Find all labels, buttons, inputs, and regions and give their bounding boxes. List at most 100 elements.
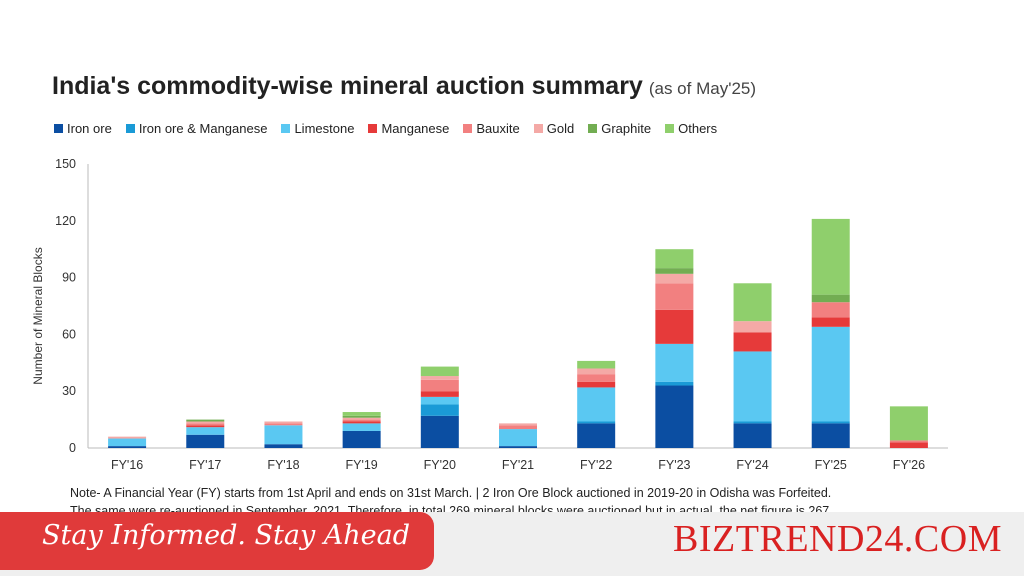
legend-label: Iron ore & Manganese [138, 121, 268, 136]
bar-segment [811, 421, 850, 424]
bar-segment [811, 317, 850, 327]
y-axis-label: Number of Mineral Blocks [31, 247, 45, 384]
tagline-banner [0, 512, 434, 570]
legend-item: Manganese [368, 121, 449, 136]
bar-segment [420, 396, 459, 405]
y-tick-label: 0 [69, 441, 76, 455]
bar-segment [655, 381, 694, 386]
bar-segment [420, 404, 459, 416]
legend-swatch [125, 124, 135, 133]
legend-swatch [665, 124, 675, 133]
bar-segment [264, 421, 303, 424]
bar-segment [811, 423, 850, 448]
bar-segment [577, 421, 616, 424]
legend-label: Limestone [294, 121, 355, 136]
bar-segment [264, 444, 303, 448]
legend-label: Manganese [381, 121, 450, 136]
stacked-bar-chart: 0 30 60 90 120 150 Number of Mineral Blocks FY'… [31, 157, 948, 472]
y-tick-label: 60 [62, 327, 76, 341]
legend-item: Others [665, 121, 717, 136]
x-tick-label: FY'21 [502, 458, 534, 472]
bar-segment [420, 379, 459, 392]
bar-segment [108, 438, 147, 447]
y-tick-label: 90 [62, 271, 76, 285]
bar-segment [577, 381, 616, 388]
bar-segment [889, 442, 928, 448]
bar-segment [342, 421, 381, 424]
x-tick-label: FY'16 [111, 458, 143, 472]
bar-segment [342, 412, 381, 416]
bar-segment [811, 302, 850, 318]
x-tick-label: FY'17 [189, 458, 221, 472]
x-tick-label: FY'20 [424, 458, 456, 472]
bar-segment [655, 309, 694, 344]
bar-segment [186, 421, 225, 424]
bar-segment [889, 440, 928, 443]
legend-swatch [281, 124, 291, 133]
y-tick-label: 150 [55, 157, 76, 171]
legend-swatch [533, 124, 543, 133]
legend-swatch [588, 124, 598, 133]
legend-item: Bauxite [463, 121, 520, 136]
bar-segment [577, 374, 616, 382]
bar-segment [499, 423, 537, 426]
bar-segment [264, 425, 303, 445]
bar-segment [264, 423, 303, 426]
bar-segment [420, 376, 459, 380]
bar-segment [342, 417, 381, 420]
legend-label: Bauxite [476, 121, 520, 136]
legend-label: Graphite [601, 121, 652, 136]
x-tick-label: FY'19 [346, 458, 378, 472]
bar-segment [811, 218, 850, 295]
tagline-text: Stay Informed. Stay Ahead [42, 520, 411, 551]
chart-title: India's commodity-wise mineral auction s… [52, 72, 643, 100]
bar-segment [342, 415, 381, 418]
x-tick-label: FY'23 [658, 458, 690, 472]
chart-legend: Iron ore Iron ore & Manganese Limestone Man… [54, 121, 717, 136]
y-tick-label: 30 [62, 384, 76, 398]
legend-item: Gold [533, 121, 575, 136]
bar-segment [342, 430, 381, 448]
bar-segment [108, 436, 147, 439]
bar-segment [733, 423, 772, 448]
x-tick-label: FY'25 [815, 458, 847, 472]
legend-item: Graphite [588, 121, 651, 136]
bar-segment [420, 391, 459, 397]
bar-segment [655, 385, 694, 448]
bar-segment [186, 419, 225, 422]
bar-segment [186, 427, 225, 435]
bar-segment [733, 283, 772, 322]
bar-segment [811, 294, 850, 303]
chart-title-row: India's commodity-wise mineral auction s… [52, 72, 756, 101]
bar-segment [733, 421, 772, 424]
bar-segment [420, 366, 459, 377]
bar-segment [733, 321, 772, 333]
bar-segment [655, 273, 694, 284]
bar-segment [733, 332, 772, 352]
bar-segment [577, 360, 616, 369]
bar-segment [342, 423, 381, 431]
bar-segment [186, 425, 225, 428]
x-tick-label: FY'24 [736, 458, 768, 472]
legend-label: Iron ore [67, 121, 112, 136]
legend-item: Limestone [281, 121, 354, 136]
y-tick-label: 120 [55, 214, 76, 228]
legend-item: Iron ore & Manganese [125, 121, 268, 136]
chart-subtitle: (as of May'25) [648, 79, 757, 98]
bar-segment [655, 283, 694, 310]
bar-segment [342, 419, 381, 422]
x-tick-label: FY'18 [267, 458, 299, 472]
bar-segment [420, 415, 459, 448]
bar-segment [655, 343, 694, 382]
bar-segment [499, 429, 537, 447]
bar-segment [499, 425, 537, 430]
legend-label: Others [678, 121, 718, 136]
brand-logo-text[interactable]: BIZTREND24.COM [673, 518, 1002, 560]
bar-segment [499, 446, 537, 448]
x-tick-label: FY'26 [893, 458, 925, 472]
legend-label: Gold [546, 121, 575, 136]
legend-item: Iron ore [54, 121, 112, 136]
x-tick-label: FY'22 [580, 458, 612, 472]
bar-segment [108, 446, 147, 448]
bar-segment [577, 368, 616, 375]
